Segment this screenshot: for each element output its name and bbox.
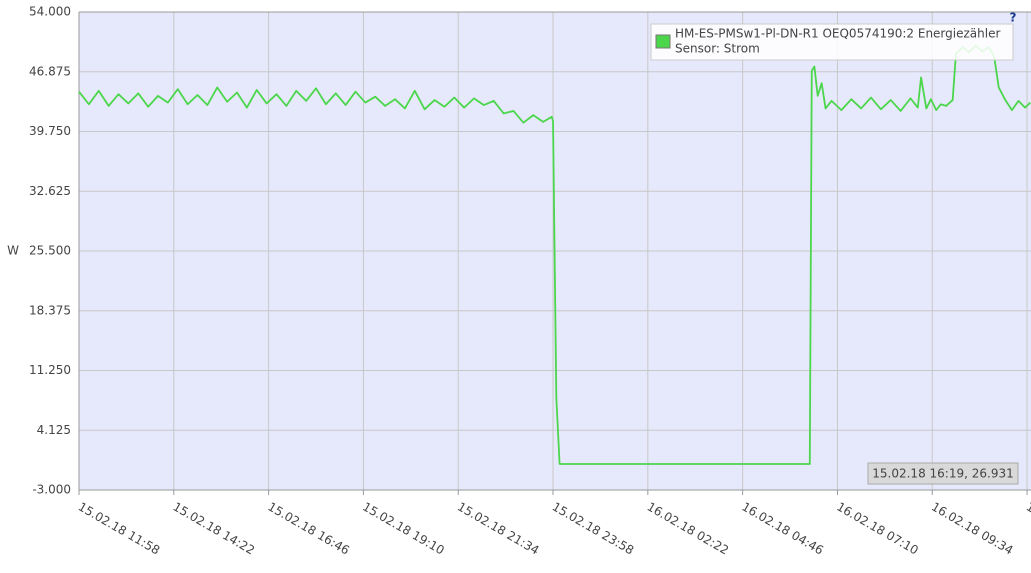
x-tick-label: 16.02.18 11:58: [1024, 500, 1031, 558]
y-tick-label: 11.250: [29, 363, 71, 377]
y-tick-label: 4.125: [37, 423, 71, 437]
y-tick-label: 25.500: [29, 244, 71, 258]
legend-swatch: [655, 34, 671, 49]
y-tick-label: 32.625: [29, 184, 71, 198]
y-tick-label: 54.000: [29, 5, 71, 19]
tooltip-text: 15.02.18 16:19, 26.931: [872, 467, 1013, 481]
series-line: [78, 44, 1031, 465]
y-tick-label: 39.750: [29, 124, 71, 138]
help-icon[interactable]: ?: [1010, 11, 1017, 25]
x-tick-label: 15.02.18 14:22: [171, 500, 258, 558]
y-axis-label: W: [7, 244, 19, 258]
x-tick-label: 15.02.18 19:10: [360, 500, 447, 558]
x-tick-label: 16.02.18 07:10: [834, 500, 921, 558]
legend-sensor: Sensor: Strom: [675, 42, 760, 56]
y-tick-label: -3.000: [32, 483, 71, 497]
lines: [78, 44, 1031, 465]
y-tick-label: 18.375: [29, 303, 71, 317]
x-tick-label: 15.02.18 21:34: [455, 500, 542, 558]
legend-label: HM-ES-PMSw1-Pl-DN-R1 OEQ0574190:2 Energi…: [675, 27, 1000, 41]
x-tick-label: 16.02.18 04:46: [739, 500, 826, 558]
x-tick-label: 16.02.18 02:22: [645, 500, 732, 558]
x-tick-label: 15.02.18 11:58: [76, 500, 163, 558]
y-tick-label: 46.875: [29, 64, 71, 78]
x-tick-label: 15.02.18 16:46: [265, 500, 352, 558]
x-tick-label: 16.02.18 09:34: [929, 500, 1016, 558]
x-tick-label: 15.02.18 23:58: [550, 500, 637, 558]
tooltip-box: [867, 462, 1019, 485]
legend-box: [650, 23, 1014, 61]
